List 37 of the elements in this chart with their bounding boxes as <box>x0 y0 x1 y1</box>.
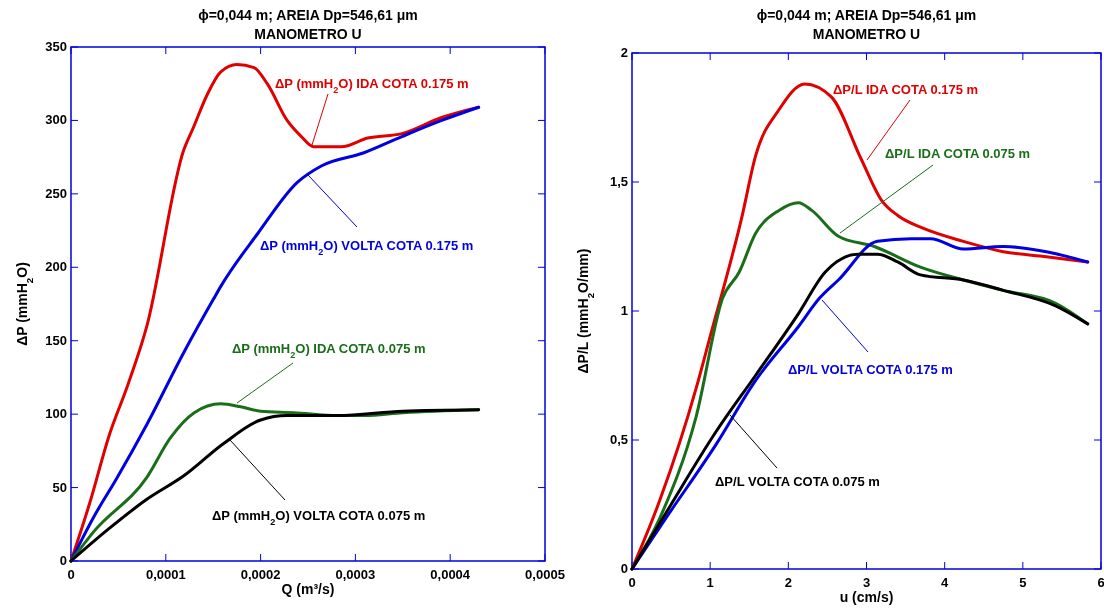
text: ΔP/L IDA COTA 0.075 m <box>885 146 1031 161</box>
series-label: ΔP (mmH$_{2}$O) VOLTA COTA 0.175 m <box>260 238 474 257</box>
chart-subtitle: MANOMETRO U <box>254 26 362 42</box>
series-label: ΔP/L IDA COTA 0.175 m <box>833 82 979 97</box>
x-tick-label: 1 <box>706 575 714 590</box>
x-tick-label: 6 <box>1097 575 1104 590</box>
chart-subtitle: MANOMETRO U <box>812 26 921 42</box>
chart-title: ϕ=0,044 m; AREIA Dp=546,61 μm <box>756 7 977 23</box>
x-tick-label: 2 <box>784 575 792 590</box>
x-tick-label: 0,0005 <box>525 567 565 582</box>
chart-title: ϕ=0,044 m; AREIA Dp=546,61 μm <box>198 7 418 23</box>
x-axis-title: u (cm/s) <box>839 589 894 605</box>
text: ΔP (mmH$_{2}$O) VOLTA COTA 0.075 m <box>212 508 426 527</box>
x-tick-label: 0,0001 <box>145 567 186 582</box>
x-tick-label: 3 <box>862 575 871 590</box>
x-tick-label: 0,0003 <box>335 567 376 582</box>
y-tick-label: 250 <box>45 185 67 201</box>
y-tick-label: 2 <box>620 45 628 60</box>
y-tick-label: 200 <box>45 259 67 275</box>
y-tick-label: 0,5 <box>609 432 628 447</box>
series-label: ΔP (mmH$_{2}$O) IDA COTA 0.175 m <box>275 76 469 95</box>
x-tick-label: 0,0002 <box>240 567 281 582</box>
x-tick-label: 0,0004 <box>430 567 471 582</box>
series-label: ΔP/L VOLTA COTA 0.075 m <box>715 474 880 489</box>
y-tick-label: 150 <box>45 332 67 348</box>
x-axis-title: Q (m³/s) <box>281 581 335 597</box>
y-tick-label: 1 <box>620 303 628 318</box>
y-tick-label: 0 <box>59 553 67 568</box>
series-label: ΔP/L VOLTA COTA 0.175 m <box>788 362 953 377</box>
y-tick-label: 1,5 <box>609 174 628 189</box>
y-tick-label: 50 <box>52 479 67 495</box>
text: ΔP (mmH$_{2}$O) IDA COTA 0.075 m <box>232 341 426 360</box>
y-tick-label: 350 <box>45 39 67 54</box>
y-tick-label: 100 <box>45 406 67 422</box>
y-tick-label: 300 <box>45 112 67 128</box>
x-tick-label: 4 <box>941 575 950 590</box>
x-tick-label: 5 <box>1019 575 1027 590</box>
